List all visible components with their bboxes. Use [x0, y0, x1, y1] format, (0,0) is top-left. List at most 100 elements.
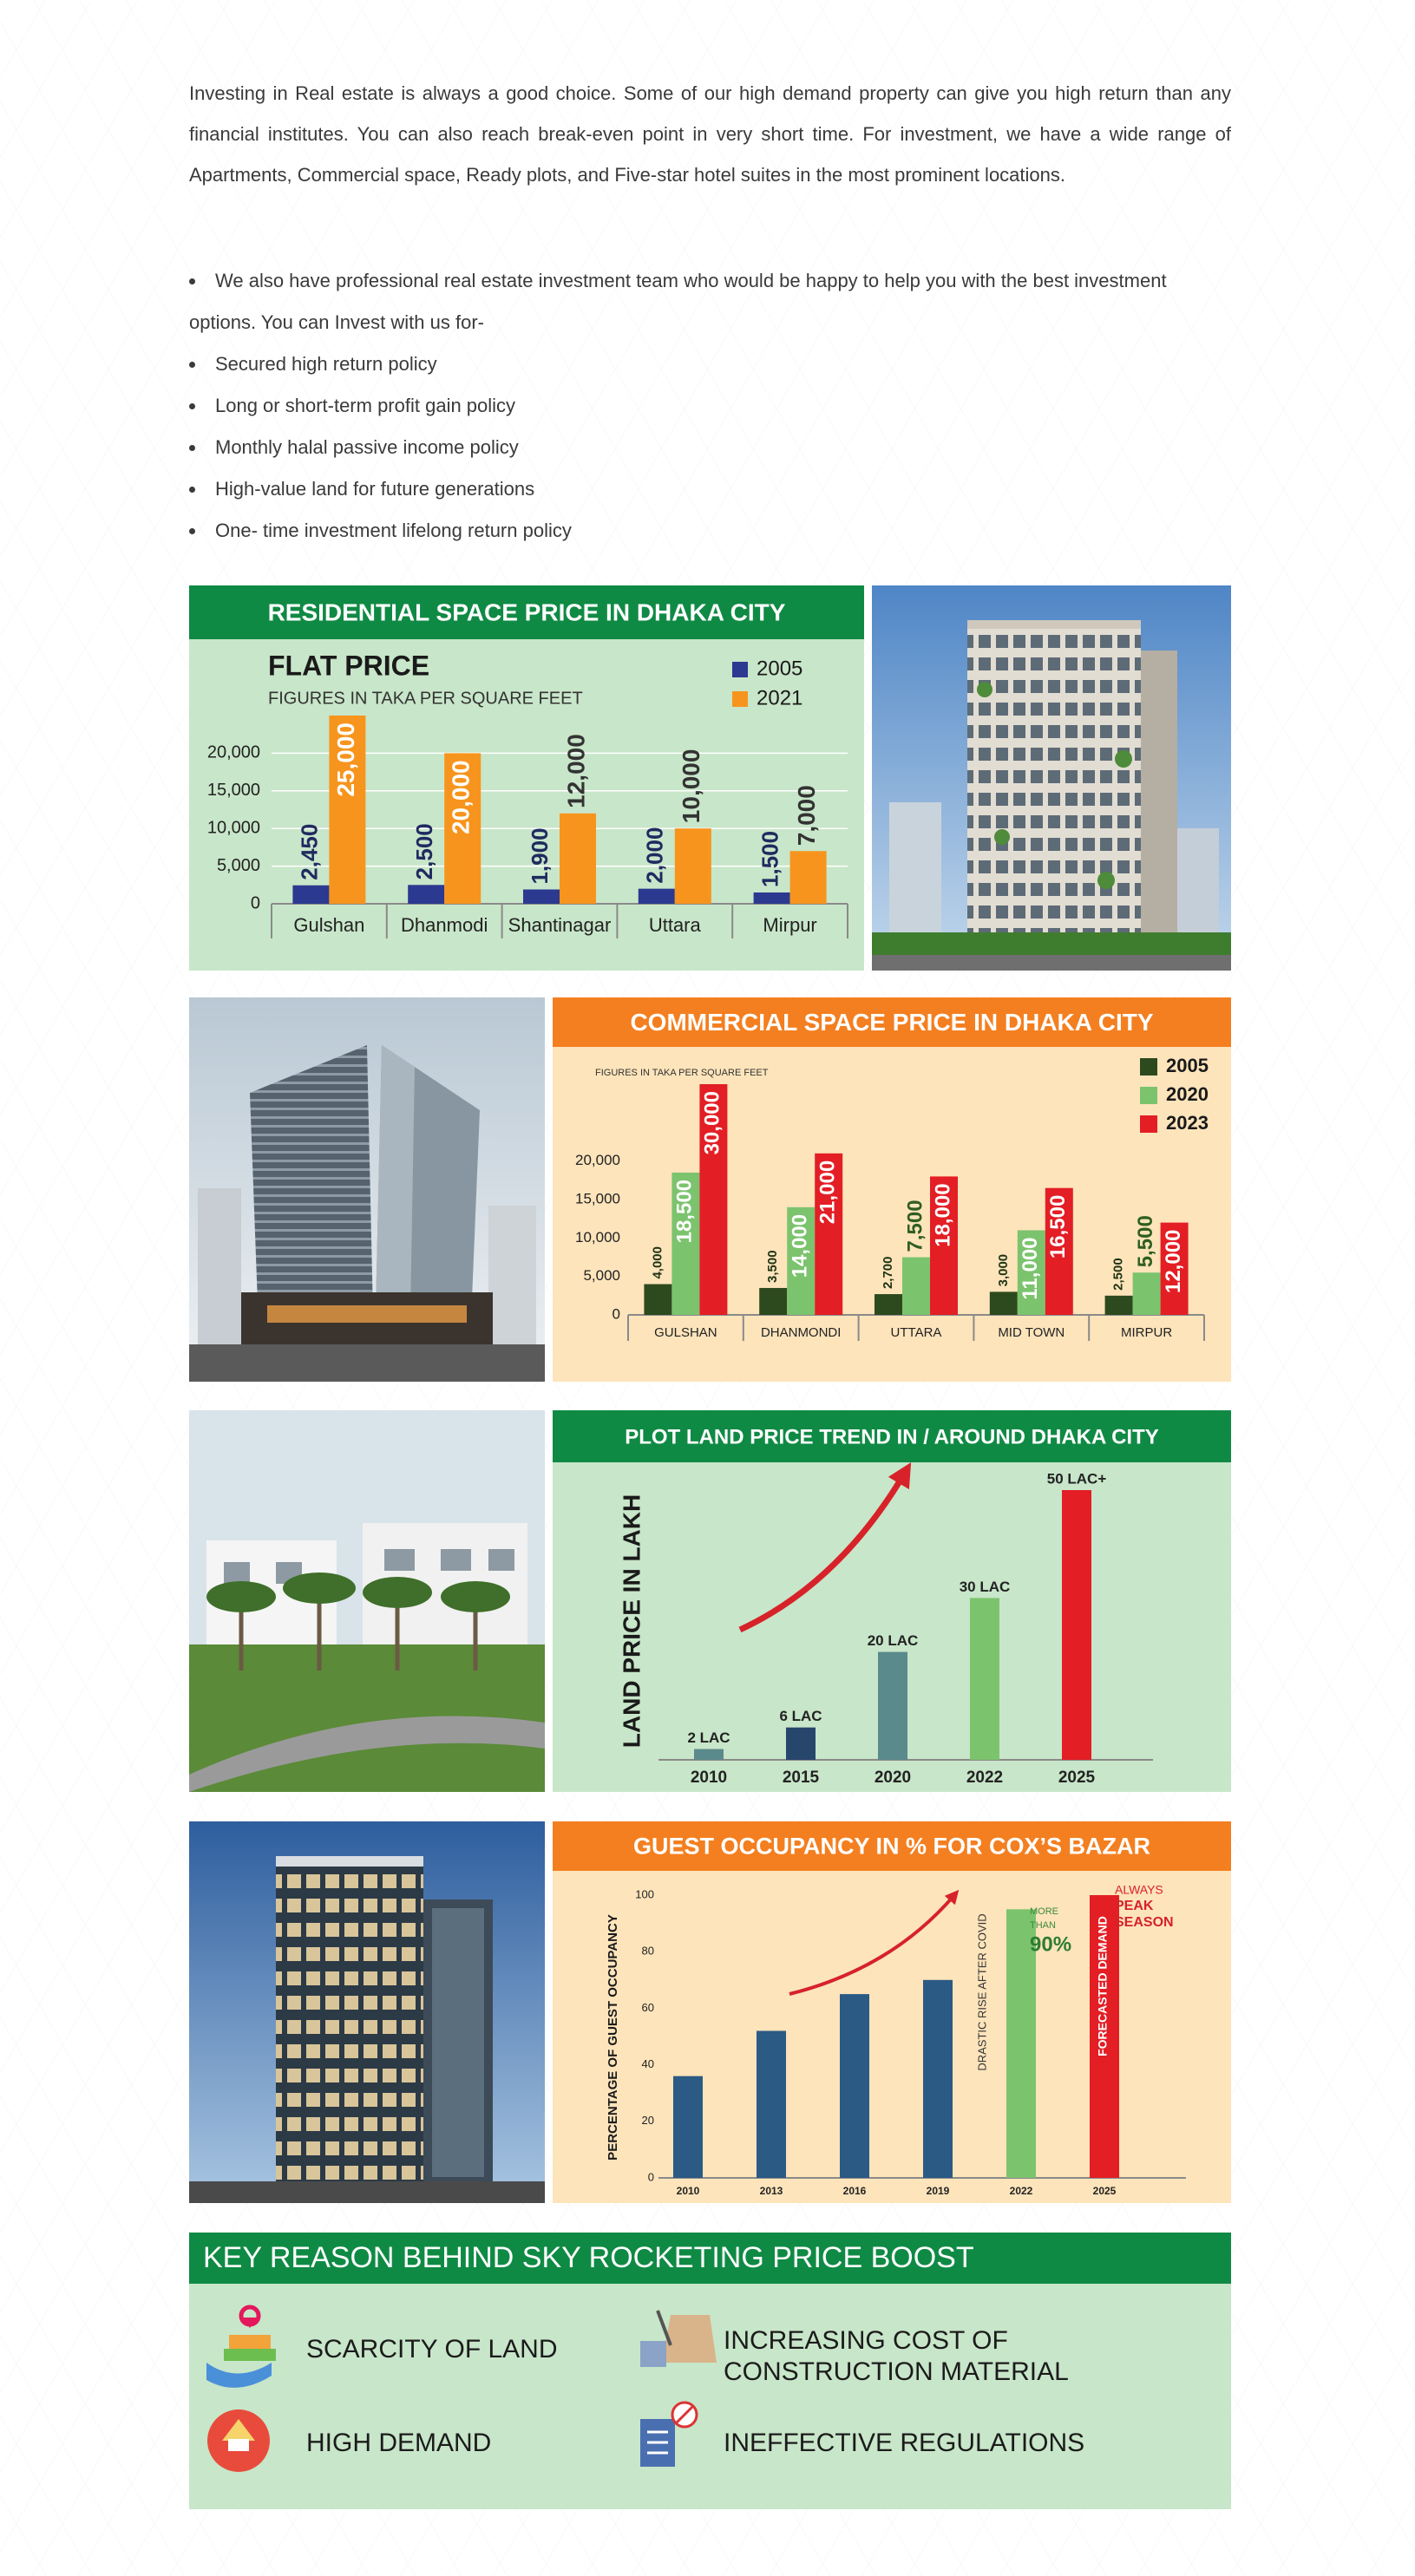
- x-tick-label: 2013: [760, 2185, 783, 2197]
- x-tick-label: 2025: [1058, 1769, 1096, 1787]
- panel-header: [553, 1410, 1231, 1462]
- chart-subtitle: FIGURES IN TAKA PER SQUARE FEET: [595, 1068, 769, 1078]
- bar: [1017, 1230, 1045, 1315]
- bullet: High-value land for future generations: [189, 468, 1231, 510]
- value-label: 3,000: [996, 1254, 1011, 1287]
- bar: [1132, 1272, 1161, 1315]
- bar: [408, 885, 445, 904]
- key-reason: INCREASING COST OF CONSTRUCTION MATERIAL: [724, 2326, 1069, 2386]
- value-label: 1,900: [527, 827, 553, 884]
- bar: [671, 1172, 700, 1315]
- value-label: 2,700: [881, 1257, 895, 1290]
- chart-subtitle: FIGURES IN TAKA PER SQUARE FEET: [268, 689, 583, 708]
- chart-title: PLOT LAND PRICE TREND IN / AROUND DHAKA …: [625, 1425, 1159, 1448]
- panel-background: [553, 1821, 1231, 2203]
- bar: [930, 1176, 958, 1315]
- bullet: Long or short-term profit gain policy: [189, 385, 1231, 427]
- panel-background: [189, 585, 864, 971]
- key-reasons-title: KEY REASON BEHIND SKY ROCKETING PRICE BO…: [189, 2233, 1231, 2284]
- bar: [787, 1206, 816, 1315]
- value-label: 2,500: [411, 823, 437, 879]
- x-tick-label: Shantinagar: [508, 914, 612, 936]
- value-label: 21,000: [816, 1161, 840, 1224]
- chart-title: GUEST OCCUPANCY IN % FOR COX’S BAZAR: [633, 1834, 1150, 1860]
- bar: [875, 1294, 902, 1315]
- value-label: 20 LAC: [868, 1632, 919, 1649]
- value-label: 5,500: [1134, 1215, 1157, 1267]
- bar: [444, 753, 481, 904]
- bullet-list: We also have professional real estate in…: [189, 260, 1231, 552]
- value-label: 30 LAC: [960, 1579, 1011, 1595]
- bar: [1104, 1295, 1133, 1315]
- value-label: 1,500: [757, 831, 783, 887]
- value-label: 7,000: [793, 785, 820, 846]
- value-label: 2,000: [642, 827, 668, 884]
- photo-residential: [872, 585, 1231, 971]
- bar: [902, 1257, 930, 1315]
- bar: [1160, 1222, 1189, 1315]
- y-tick-label: 100: [635, 1887, 654, 1900]
- legend-label: 2020: [1166, 1083, 1209, 1105]
- bar: [644, 1284, 672, 1315]
- key-reason: INEFFECTIVE REGULATIONS: [724, 2429, 1085, 2457]
- x-tick-label: 2022: [966, 1769, 1003, 1787]
- annotation: SEASON: [1115, 1915, 1174, 1930]
- panel-header: [189, 585, 864, 639]
- value-label: 18,500: [673, 1180, 697, 1243]
- value-label: 10,000: [678, 749, 704, 824]
- annotation: DRASTIC RISE AFTER COVID: [975, 1913, 988, 2070]
- value-label: 7,500: [903, 1200, 927, 1252]
- x-tick-label: Gulshan: [293, 914, 364, 936]
- y-tick-label: 20,000: [207, 743, 260, 762]
- photo-hotel: [189, 1821, 545, 2203]
- legend-swatch: [1140, 1058, 1157, 1076]
- legend-label: 2005: [757, 657, 802, 680]
- value-label: 2,450: [296, 824, 322, 880]
- y-tick-label: 15,000: [575, 1190, 620, 1206]
- y-tick-label: 40: [642, 2057, 654, 2070]
- x-tick-label: Dhanmodi: [401, 914, 488, 936]
- x-tick-label: 2010: [691, 1769, 727, 1787]
- y-tick-label: 15,000: [207, 781, 260, 800]
- bar: [815, 1153, 843, 1315]
- legend-label: 2021: [757, 686, 802, 709]
- bullet: Monthly halal passive income policy: [189, 427, 1231, 468]
- bar: [989, 1291, 1018, 1315]
- value-label: 14,000: [789, 1214, 812, 1278]
- bar: [1090, 1895, 1119, 2178]
- x-tick-label: 2019: [927, 2185, 950, 2197]
- bullet: Secured high return policy: [189, 343, 1231, 385]
- bar: [674, 828, 711, 904]
- legend-label: 2005: [1166, 1055, 1209, 1076]
- legend-label: 2023: [1166, 1112, 1209, 1134]
- y-tick-label: 20: [642, 2114, 654, 2127]
- bar: [970, 1598, 999, 1760]
- annotation: ALWAYS: [1115, 1883, 1163, 1897]
- bar: [840, 1994, 869, 2178]
- x-tick-label: Uttara: [649, 914, 702, 936]
- bar: [560, 813, 596, 904]
- panel-header: [553, 1821, 1231, 1871]
- photo-villas: [189, 1410, 545, 1792]
- legend-swatch: [1140, 1115, 1157, 1133]
- bar: [1062, 1490, 1091, 1760]
- bar: [878, 1651, 907, 1760]
- x-tick-label: 2016: [843, 2185, 867, 2197]
- annotation: MORE: [1030, 1906, 1058, 1917]
- value-label: 6 LAC: [779, 1708, 822, 1724]
- y-tick-label: 0: [613, 1305, 620, 1322]
- key-reasons: KEY REASON BEHIND SKY ROCKETING PRICE BO…: [189, 2233, 1231, 2509]
- legend-swatch: [1140, 1087, 1157, 1104]
- y-tick-label: 5,000: [217, 856, 260, 875]
- value-label: 50 LAC+: [1047, 1470, 1107, 1487]
- x-tick-label: 2025: [1093, 2185, 1117, 2197]
- value-label: 11,000: [1019, 1237, 1042, 1299]
- bar: [292, 885, 330, 904]
- bullet: We also have professional real estate in…: [189, 260, 1231, 343]
- value-label: 2 LAC: [687, 1729, 730, 1746]
- value-label: 12,000: [1162, 1230, 1185, 1293]
- bar: [638, 888, 675, 904]
- chart-title: COMMERCIAL SPACE PRICE IN DHAKA CITY: [630, 1009, 1153, 1036]
- y-tick-label: 20,000: [575, 1152, 620, 1168]
